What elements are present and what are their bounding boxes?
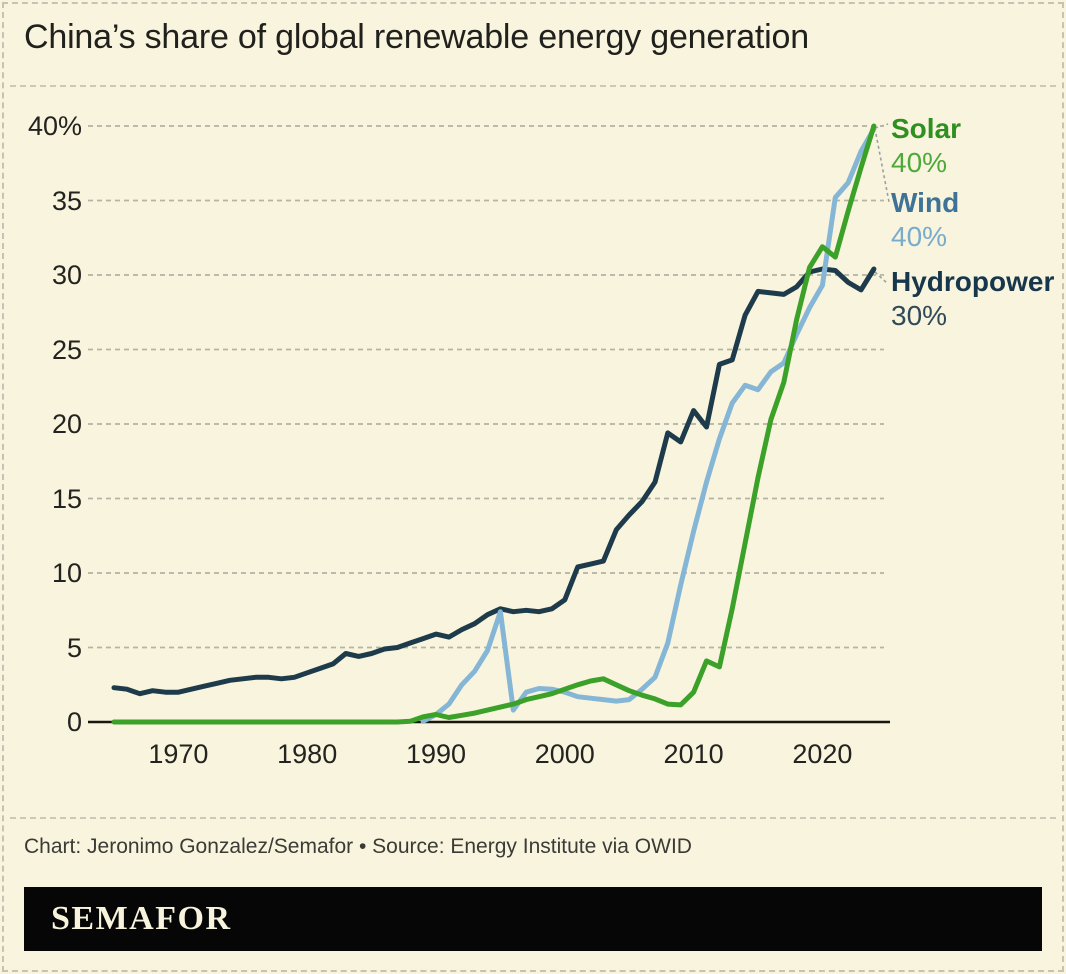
y-tick-20: 20 [51, 409, 82, 439]
y-tick-15: 15 [51, 483, 82, 514]
semafor-logo-bar: SEMAFOR [24, 887, 1042, 951]
x-tick-1970: 1970 [148, 739, 209, 769]
legend-wind: Wind 40% [891, 186, 959, 254]
caption-divider [10, 817, 1056, 819]
hydropower-label: Hydropower [891, 266, 1055, 297]
x-tick-1990: 1990 [405, 739, 467, 769]
legend-solar: Solar 40% [891, 112, 961, 180]
wind-label: Wind [891, 187, 960, 218]
hydropower-value: 30% [891, 300, 948, 331]
legend-hydropower: Hydropower 30% [891, 265, 1054, 333]
y-tick-30: 30 [51, 260, 82, 290]
y-tick-10: 10 [51, 558, 82, 588]
x-tick-1980: 1980 [277, 739, 338, 769]
hydropower-line [111, 266, 877, 697]
wind-line [420, 126, 877, 724]
y-tick-0: 0 [66, 707, 82, 737]
hydropower-leader-line [874, 271, 889, 285]
page-title: China’s share of global renewable energy… [24, 18, 809, 56]
x-tick-2010: 2010 [663, 739, 724, 769]
solar-line [111, 123, 877, 725]
y-tick-5: 5 [66, 632, 82, 663]
semafor-wordmark: SEMAFOR [51, 900, 232, 937]
title-divider [10, 85, 1056, 87]
solar-label: Solar [891, 113, 962, 144]
solar-value: 40% [891, 147, 948, 178]
x-tick-2000: 2000 [534, 739, 595, 769]
y-tick-35: 35 [51, 185, 82, 216]
y-tick-40: 40% [27, 111, 82, 141]
wind-value: 40% [891, 221, 948, 252]
x-tick-2020: 2020 [792, 739, 853, 769]
wind-leader-line [875, 133, 890, 203]
y-tick-25: 25 [51, 334, 82, 365]
caption: Chart: Jeronimo Gonzalez/Semafor • Sourc… [24, 835, 692, 858]
